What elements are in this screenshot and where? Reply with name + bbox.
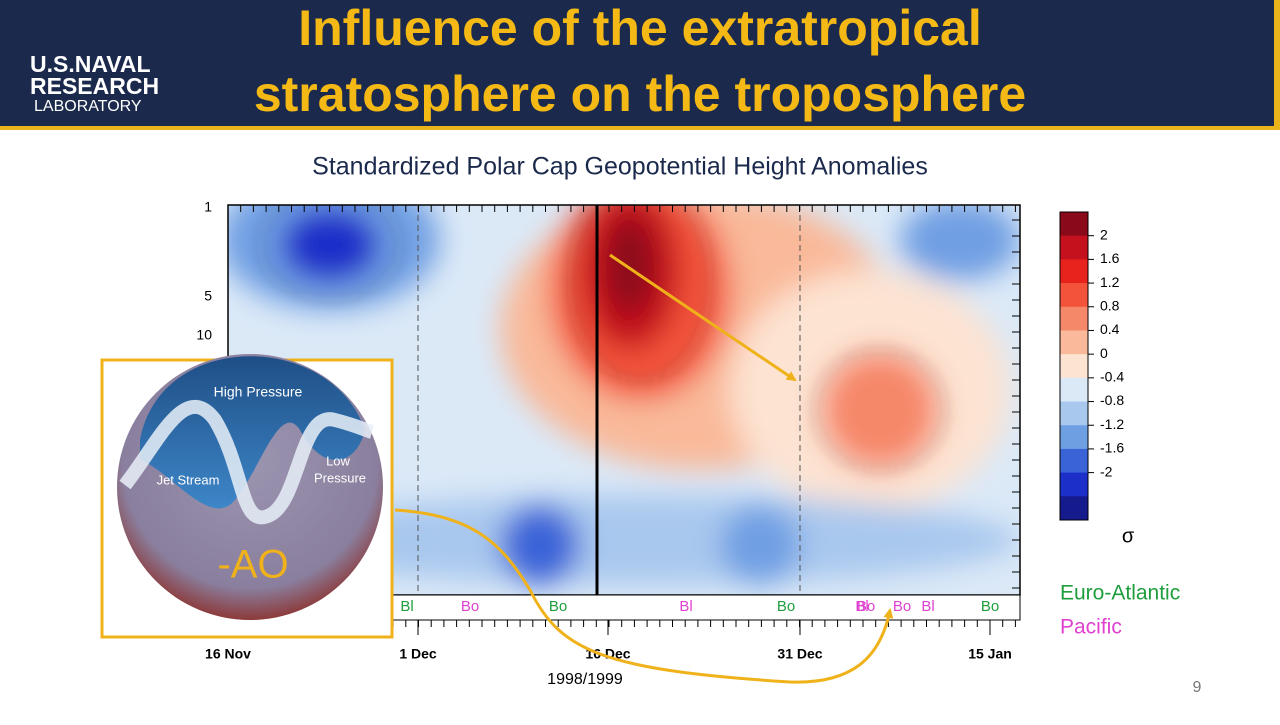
colorbar-label: 0.4 bbox=[1100, 321, 1120, 337]
slide-title: stratosphere on the troposphere bbox=[254, 66, 1026, 122]
arrow bbox=[394, 508, 894, 684]
logo-line: RESEARCH bbox=[30, 73, 159, 99]
header-bar bbox=[0, 0, 1280, 128]
inset: High Pressure Jet Stream Low Pressure -A… bbox=[100, 354, 394, 639]
event-label: Bl bbox=[679, 598, 692, 615]
event-label: Bl bbox=[400, 598, 413, 615]
colorbar-label: -2 bbox=[1100, 463, 1113, 479]
x-tick-label: 31 Dec bbox=[777, 646, 822, 662]
colorbar-swatch bbox=[1060, 354, 1088, 379]
inset-index: -AO bbox=[217, 543, 288, 587]
colorbar-label: 1.6 bbox=[1100, 250, 1120, 266]
page-number: 9 bbox=[1193, 679, 1202, 696]
legend-pacific: Pacific bbox=[1060, 616, 1122, 639]
colorbar-label: 0.8 bbox=[1100, 297, 1120, 313]
colorbar-label: 0 bbox=[1100, 345, 1108, 361]
colorbar-swatch bbox=[1060, 283, 1088, 308]
colorbar-swatch bbox=[1060, 448, 1088, 474]
header: U.S.NAVAL RESEARCH LABORATORY Influence … bbox=[0, 0, 1280, 130]
logo-line: LABORATORY bbox=[34, 98, 142, 115]
contour-plot bbox=[228, 205, 1020, 595]
event-label: Bl bbox=[921, 598, 934, 615]
event-label: Bo bbox=[549, 598, 567, 615]
x-tick-label: 1 Dec bbox=[399, 646, 437, 662]
arrow bbox=[609, 253, 797, 382]
colorbar-swatch bbox=[1060, 306, 1088, 331]
colorbar-label: -0.4 bbox=[1100, 369, 1124, 385]
slide-title: Influence of the extratropical bbox=[298, 0, 981, 56]
colorbar-label: -0.8 bbox=[1100, 392, 1124, 408]
event-label: Bo bbox=[461, 598, 479, 615]
y-tick-label: 1 bbox=[204, 199, 212, 215]
event-label: Bl bbox=[855, 598, 868, 615]
event-label: Bo bbox=[857, 598, 875, 615]
colorbar-swatch bbox=[1060, 259, 1088, 284]
x-tick-label: 16 Nov bbox=[205, 646, 251, 662]
header-rule bbox=[0, 126, 1280, 130]
colorbar: 2 1.6 1.2 0.8 0.4 0 -0.4 -0.8 -1.2 -1.6 -2 bbox=[1059, 211, 1124, 521]
colorbar-label: -1.6 bbox=[1100, 440, 1124, 456]
inset-label: Low bbox=[326, 453, 350, 468]
event-label: Bo bbox=[777, 598, 795, 615]
colorbar-swatch bbox=[1060, 235, 1088, 260]
header-edge bbox=[1274, 0, 1280, 130]
inset-label: Pressure bbox=[314, 470, 366, 485]
y-tick-label: 5 bbox=[204, 288, 212, 304]
colorbar-label: -1.2 bbox=[1100, 416, 1124, 432]
colorbar-label: 2 bbox=[1100, 226, 1108, 242]
colorbar-unit: σ bbox=[1122, 525, 1135, 547]
x-tick-label: 16 Dec bbox=[585, 646, 630, 662]
inset-label: Jet Stream bbox=[157, 472, 220, 487]
inset-label: High Pressure bbox=[214, 384, 303, 400]
colorbar-swatch bbox=[1060, 377, 1088, 403]
colorbar-swatch bbox=[1060, 472, 1088, 497]
event-label: Bo bbox=[893, 598, 911, 615]
legend-euro-atlantic: Euro-Atlantic bbox=[1060, 582, 1180, 605]
x-tick-label: 15 Jan bbox=[968, 646, 1012, 662]
colorbar-swatch bbox=[1060, 425, 1088, 450]
high-pressure-region bbox=[140, 356, 365, 509]
colorbar-swatch bbox=[1060, 496, 1088, 521]
colorbar-swatch bbox=[1060, 330, 1088, 355]
x-axis-label: 1998/1999 bbox=[547, 671, 623, 688]
colorbar-label: 1.2 bbox=[1100, 274, 1120, 290]
y-tick-label: 10 bbox=[196, 327, 212, 343]
event-label: Bo bbox=[981, 598, 999, 615]
jet-stream bbox=[119, 399, 375, 525]
figure-title: Standardized Polar Cap Geopotential Heig… bbox=[312, 153, 928, 181]
logo-line: U.S.NAVAL bbox=[30, 51, 151, 77]
colorbar-swatch bbox=[1060, 401, 1088, 426]
colorbar-frame bbox=[1059, 211, 1089, 521]
colorbar-swatch bbox=[1060, 212, 1088, 237]
